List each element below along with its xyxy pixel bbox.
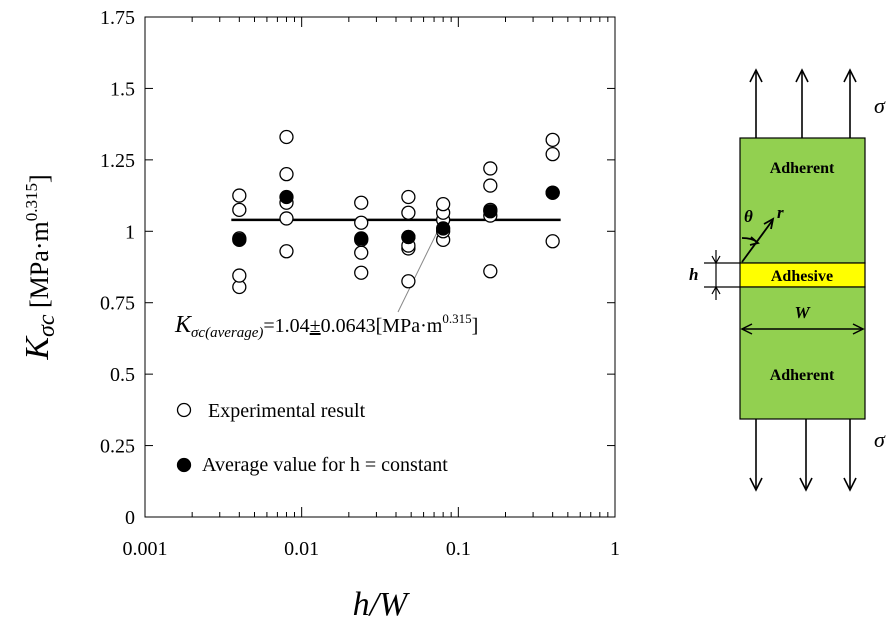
experimental-point (232, 268, 247, 283)
plot-frame (144, 16, 616, 518)
legend: Experimental result Average value for h … (176, 400, 448, 476)
y-tick-label: 0 (125, 507, 135, 529)
x-tick-label: 0.001 (123, 538, 168, 560)
x-tick-label: 0.1 (446, 538, 471, 560)
r-label: r (777, 203, 784, 222)
h-label: h (689, 265, 698, 284)
annotation-value: =1.04 (263, 315, 309, 337)
adherent-top-label: Adherent (770, 160, 835, 177)
experimental-points (232, 129, 560, 295)
experimental-point (354, 245, 369, 260)
experimental-point (279, 244, 294, 259)
top-tension-arrows (749, 68, 857, 138)
h-dimension (704, 250, 740, 300)
polar-coordinate-indicator (741, 217, 775, 263)
annotation-symbol: K (174, 312, 193, 338)
adherent-top (739, 137, 866, 264)
y-axis-label: Kσc [MPa·m0.315] (19, 174, 60, 360)
y-tick-label: 1 (125, 221, 135, 243)
legend-marker-open (176, 402, 192, 418)
legend-label-average: Average value for h = constant (202, 454, 448, 476)
chart: 0 0.25 0.5 0.75 1 1.25 1.5 1.75 0.001 0.01 0.1 1 K… (19, 7, 620, 623)
experimental-point (279, 129, 294, 145)
average-point (232, 232, 247, 248)
y-tick-label: 1.75 (100, 7, 135, 29)
experimental-point (354, 265, 369, 280)
x-minor-ticks (191, 17, 609, 517)
y-label-exponent: 0.315 (22, 183, 41, 221)
annotation-leader-line (397, 219, 444, 313)
annotation-subscript: σc(average) (191, 325, 263, 341)
y-tick-label: 0.5 (110, 364, 135, 386)
experimental-point (354, 195, 369, 210)
average-point (401, 229, 416, 245)
specimen-diagram: σ Adherent Adhesive Adherent θ r h (689, 68, 886, 492)
y-tick-label: 0.75 (100, 293, 135, 315)
experimental-point (401, 205, 416, 220)
average-point (483, 204, 498, 219)
average-point (545, 185, 560, 200)
experimental-point (279, 166, 294, 182)
sigma-bottom: σ (874, 427, 886, 452)
experimental-point (545, 146, 560, 162)
experimental-point (483, 178, 498, 193)
annotation-pm: ± (310, 315, 321, 337)
y-label-symbol: K (19, 335, 56, 361)
annotation-close: ] (472, 315, 479, 337)
experimental-point (483, 264, 498, 279)
experimental-point (545, 132, 560, 148)
average-annotation: Kσc(average)=1.04±0.0643[MPa·m0.315] (174, 311, 478, 341)
bottom-tension-arrows (749, 419, 857, 492)
experimental-point (545, 234, 560, 249)
adherent-bottom (739, 286, 866, 420)
experimental-point (232, 202, 247, 218)
average-point (436, 221, 451, 236)
experimental-point (401, 189, 416, 205)
average-point (354, 231, 369, 246)
adherent-bottom-label: Adherent (770, 367, 835, 384)
y-label-subscript: σc (34, 314, 60, 337)
x-tick-label: 0.01 (284, 538, 319, 560)
annotation-exponent: 0.315 (442, 311, 471, 326)
x-tick-label: 1 (610, 538, 620, 560)
experimental-point (279, 211, 294, 226)
adhesive-label: Adhesive (771, 268, 833, 285)
average-point (279, 189, 294, 205)
experimental-point (483, 161, 498, 176)
average-points (232, 185, 560, 248)
x-axis-label: h/W (353, 586, 410, 623)
y-tick-label: 1.25 (100, 150, 135, 172)
y-tick-label: 1.5 (110, 78, 135, 100)
w-label: W (794, 303, 811, 322)
y-label-unit: [MPa·m (25, 221, 54, 314)
legend-label-experimental: Experimental result (208, 400, 366, 422)
sigma-top: σ (874, 93, 886, 118)
annotation-unit: 0.0643[MPa·m (321, 315, 443, 337)
experimental-point (401, 274, 416, 289)
x-ticks: 0.001 0.01 0.1 1 (123, 17, 620, 560)
theta-label: θ (744, 207, 753, 226)
w-dimension (740, 323, 865, 335)
experimental-point (232, 188, 247, 203)
legend-marker-filled (176, 457, 192, 473)
y-tick-label: 0.25 (100, 436, 135, 458)
experimental-point (354, 215, 369, 230)
experimental-point (436, 196, 451, 212)
y-ticks: 0 0.25 0.5 0.75 1 1.25 1.5 1.75 (100, 7, 615, 529)
y-label-close: ] (25, 174, 54, 183)
